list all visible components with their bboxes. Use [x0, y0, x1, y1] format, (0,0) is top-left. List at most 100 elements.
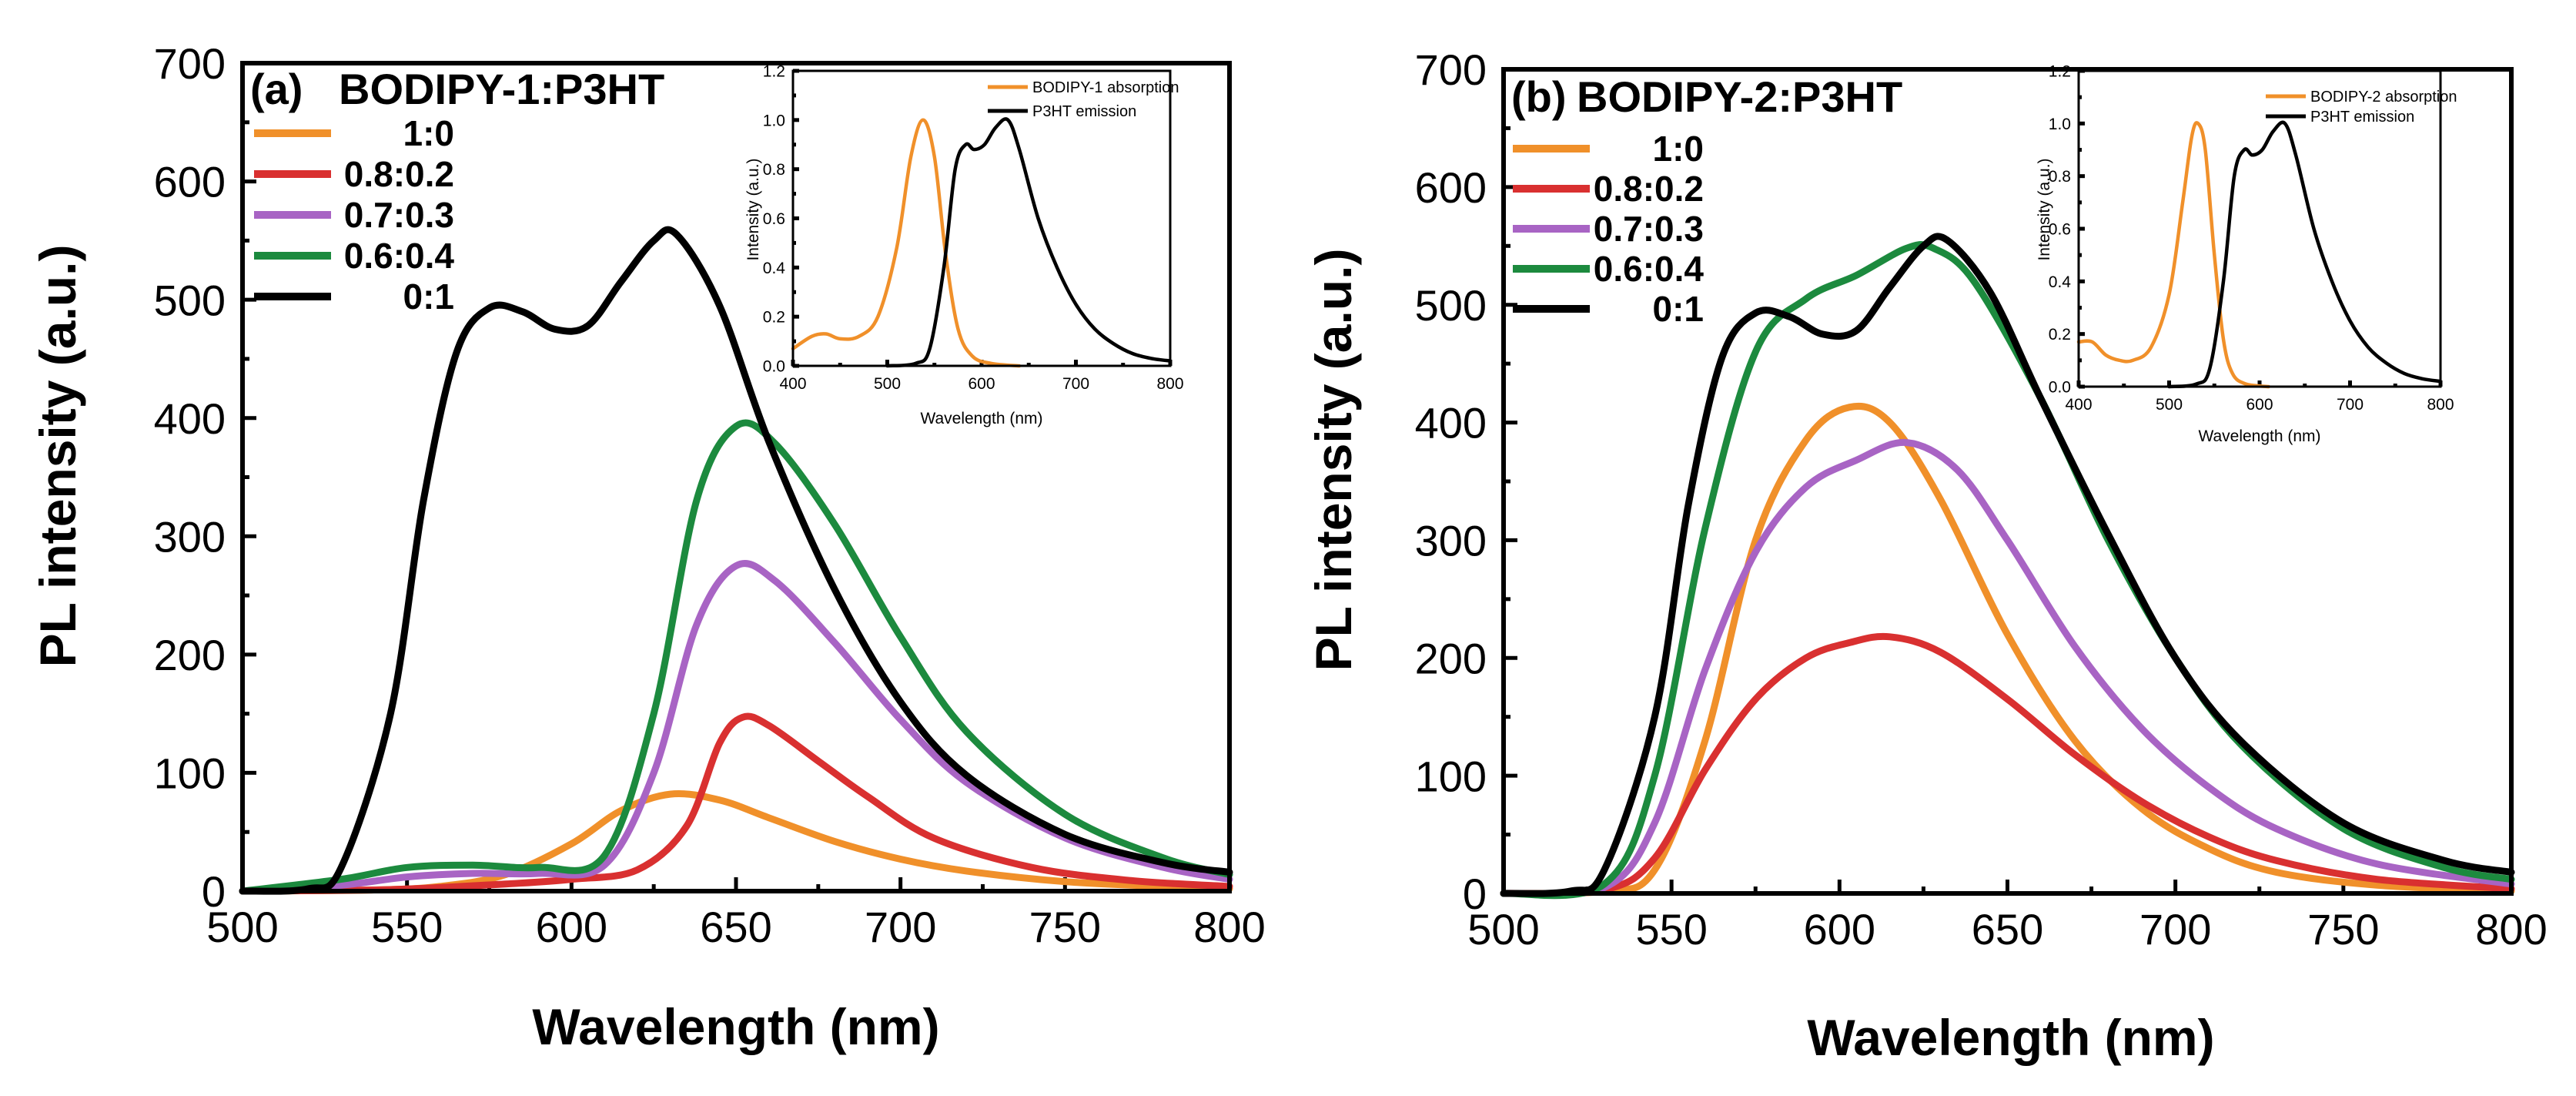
y-tick-label: 1.2 [763, 63, 785, 81]
x-tick-label: 650 [1972, 905, 2043, 954]
y-tick-label: 1.0 [763, 112, 785, 129]
y-tick-label: 700 [1415, 45, 1487, 94]
x-tick-label: 600 [1804, 905, 1875, 954]
x-tick-label: 800 [2427, 396, 2454, 414]
series-line-0-1 [1500, 233, 2515, 897]
plot-frame [240, 61, 1232, 893]
x-tick-label: 700 [2139, 905, 2211, 954]
series-line-0-6-0-4 [239, 419, 1233, 895]
legend: 1:00.8:0.20.7:0.30.6:0.40:1 [1513, 129, 1704, 329]
inset-y-axis-title: Intensity (a.u.) [744, 158, 762, 260]
legend-label-0-7-0-3: 0.7:0.3 [344, 195, 454, 235]
y-tick-label: 400 [1415, 399, 1487, 447]
y-tick-label: 500 [154, 276, 226, 324]
legend-label-1-0: 1:0 [403, 113, 454, 153]
panel-title: BODIPY-2:P3HT [1577, 72, 1902, 121]
inset-chart: Intensity (a.u.) Wavelength (nm) 400 500 6… [744, 63, 1184, 427]
legend-label-0-8-0-2: 0.8:0.2 [1594, 169, 1704, 209]
x-tick-label: 500 [874, 375, 901, 393]
y-tick-label: 0.8 [2049, 168, 2071, 186]
y-tick-label: 0.0 [2049, 379, 2071, 397]
series-line-p3ht-emission [885, 117, 1173, 368]
y-tick-label: 300 [154, 512, 226, 561]
legend-label-1-0: 1:0 [1653, 129, 1704, 169]
x-tick-label: 400 [779, 375, 806, 393]
inset-series [2076, 120, 2443, 389]
x-tick-label: 750 [1029, 903, 1101, 951]
y-tick-label: 200 [1415, 634, 1487, 682]
panel-a: PL intensity (a.u.) Wavelength (nm) 500 5… [29, 39, 1266, 1055]
inset-legend-label-p3ht-emission: P3HT emission [2310, 109, 2414, 126]
x-tick-label: 500 [2156, 396, 2183, 414]
legend-label-0-1: 0:1 [1653, 289, 1704, 329]
x-tick-label: 650 [700, 903, 771, 951]
series-line-0-1 [239, 226, 1233, 895]
legend-label-0-6-0-4: 0.6:0.4 [1594, 249, 1705, 289]
panel-label: (b) [1511, 72, 1567, 121]
y-tick-label: 500 [1415, 281, 1487, 330]
x-tick-label: 600 [968, 375, 995, 393]
y-tick-label: 0.0 [763, 358, 785, 376]
x-tick-label: 800 [1193, 903, 1265, 951]
x-tick-label: 600 [536, 903, 607, 951]
y-tick-label: 0.2 [2049, 326, 2071, 344]
y-tick-label: 600 [154, 158, 226, 206]
y-tick-label: 300 [1415, 517, 1487, 565]
legend-label-0-6-0-4: 0.6:0.4 [344, 236, 455, 276]
x-tick-label: 750 [2307, 905, 2379, 954]
x-tick-label: 500 [1467, 905, 1539, 954]
y-tick-label: 400 [154, 394, 226, 443]
series-line-0-7-0-3 [239, 559, 1233, 895]
x-tick-label: 550 [1635, 905, 1707, 954]
y-tick-label: 0 [1463, 870, 1487, 918]
x-tick-label: 400 [2065, 396, 2092, 414]
y-tick-label: 0.6 [2049, 221, 2071, 239]
inset-x-axis-title: Wavelength (nm) [920, 410, 1042, 427]
x-tick-label: 800 [1156, 375, 1183, 393]
x-tick-label: 600 [2246, 396, 2273, 414]
series-line-0-8-0-2 [239, 712, 1233, 895]
legend-label-0-7-0-3: 0.7:0.3 [1594, 209, 1704, 249]
inset-chart: Intensity (a.u.) Wavelength (nm) 400 500 6… [2036, 63, 2457, 445]
inset-frame [2077, 69, 2442, 388]
inset-x-axis-title: Wavelength (nm) [2198, 427, 2320, 445]
x-tick-label: 700 [865, 903, 936, 951]
x-tick-label: 800 [2475, 905, 2547, 954]
panel-title: BODIPY-1:P3HT [339, 65, 664, 113]
inset-legend-label-p3ht-emission: P3HT emission [1032, 103, 1136, 120]
y-tick-label: 600 [1415, 163, 1487, 212]
series-line-0-6-0-4 [1500, 240, 2515, 900]
inset-frame [791, 69, 1172, 367]
series-line-0-8-0-2 [1500, 632, 2515, 897]
y-axis-title: PL intensity (a.u.) [1305, 249, 1362, 672]
y-tick-label: 200 [154, 631, 226, 679]
y-tick-label: 0.4 [2049, 273, 2072, 291]
y-tick-label: 0.6 [763, 210, 785, 228]
series-line-0-7-0-3 [1500, 439, 2515, 898]
plot-series [239, 226, 1233, 895]
panel-b: PL intensity (a.u.) Wavelength (nm) 500 5… [1305, 45, 2548, 1066]
plot-frame [1501, 67, 2514, 896]
panel-label: (a) [250, 65, 303, 113]
inset-legend: BODIPY-2 absorption P3HT emission [2266, 89, 2457, 126]
legend: 1:00.8:0.20.7:0.30.6:0.40:1 [254, 113, 454, 317]
inset-legend-label-bodipy-2-absorption: BODIPY-2 absorption [2310, 89, 2457, 106]
y-axis-title: PL intensity (a.u.) [29, 245, 86, 668]
x-tick-label: 500 [206, 903, 278, 951]
y-tick-label: 100 [1415, 752, 1487, 800]
series-line-bodipy-1-absorption [791, 118, 1022, 368]
y-tick-label: 1.2 [2049, 63, 2071, 81]
y-tick-label: 1.0 [2049, 116, 2071, 133]
legend-label-0-8-0-2: 0.8:0.2 [344, 154, 454, 194]
x-tick-label: 700 [1062, 375, 1089, 393]
y-tick-label: 0.4 [763, 260, 786, 277]
y-tick-label: 700 [154, 39, 226, 88]
y-tick-label: 100 [154, 749, 226, 798]
inset-y-axis-title: Intensity (a.u.) [2036, 158, 2053, 260]
series-line-p3ht-emission [2167, 120, 2443, 389]
plot-series [1500, 233, 2515, 900]
inset-legend: BODIPY-1 absorption P3HT emission [988, 79, 1179, 120]
axis-ticks: 500 550 600 650 700 750 800 0 100 200 300 400 500 600… [154, 39, 1266, 951]
x-tick-label: 550 [371, 903, 443, 951]
